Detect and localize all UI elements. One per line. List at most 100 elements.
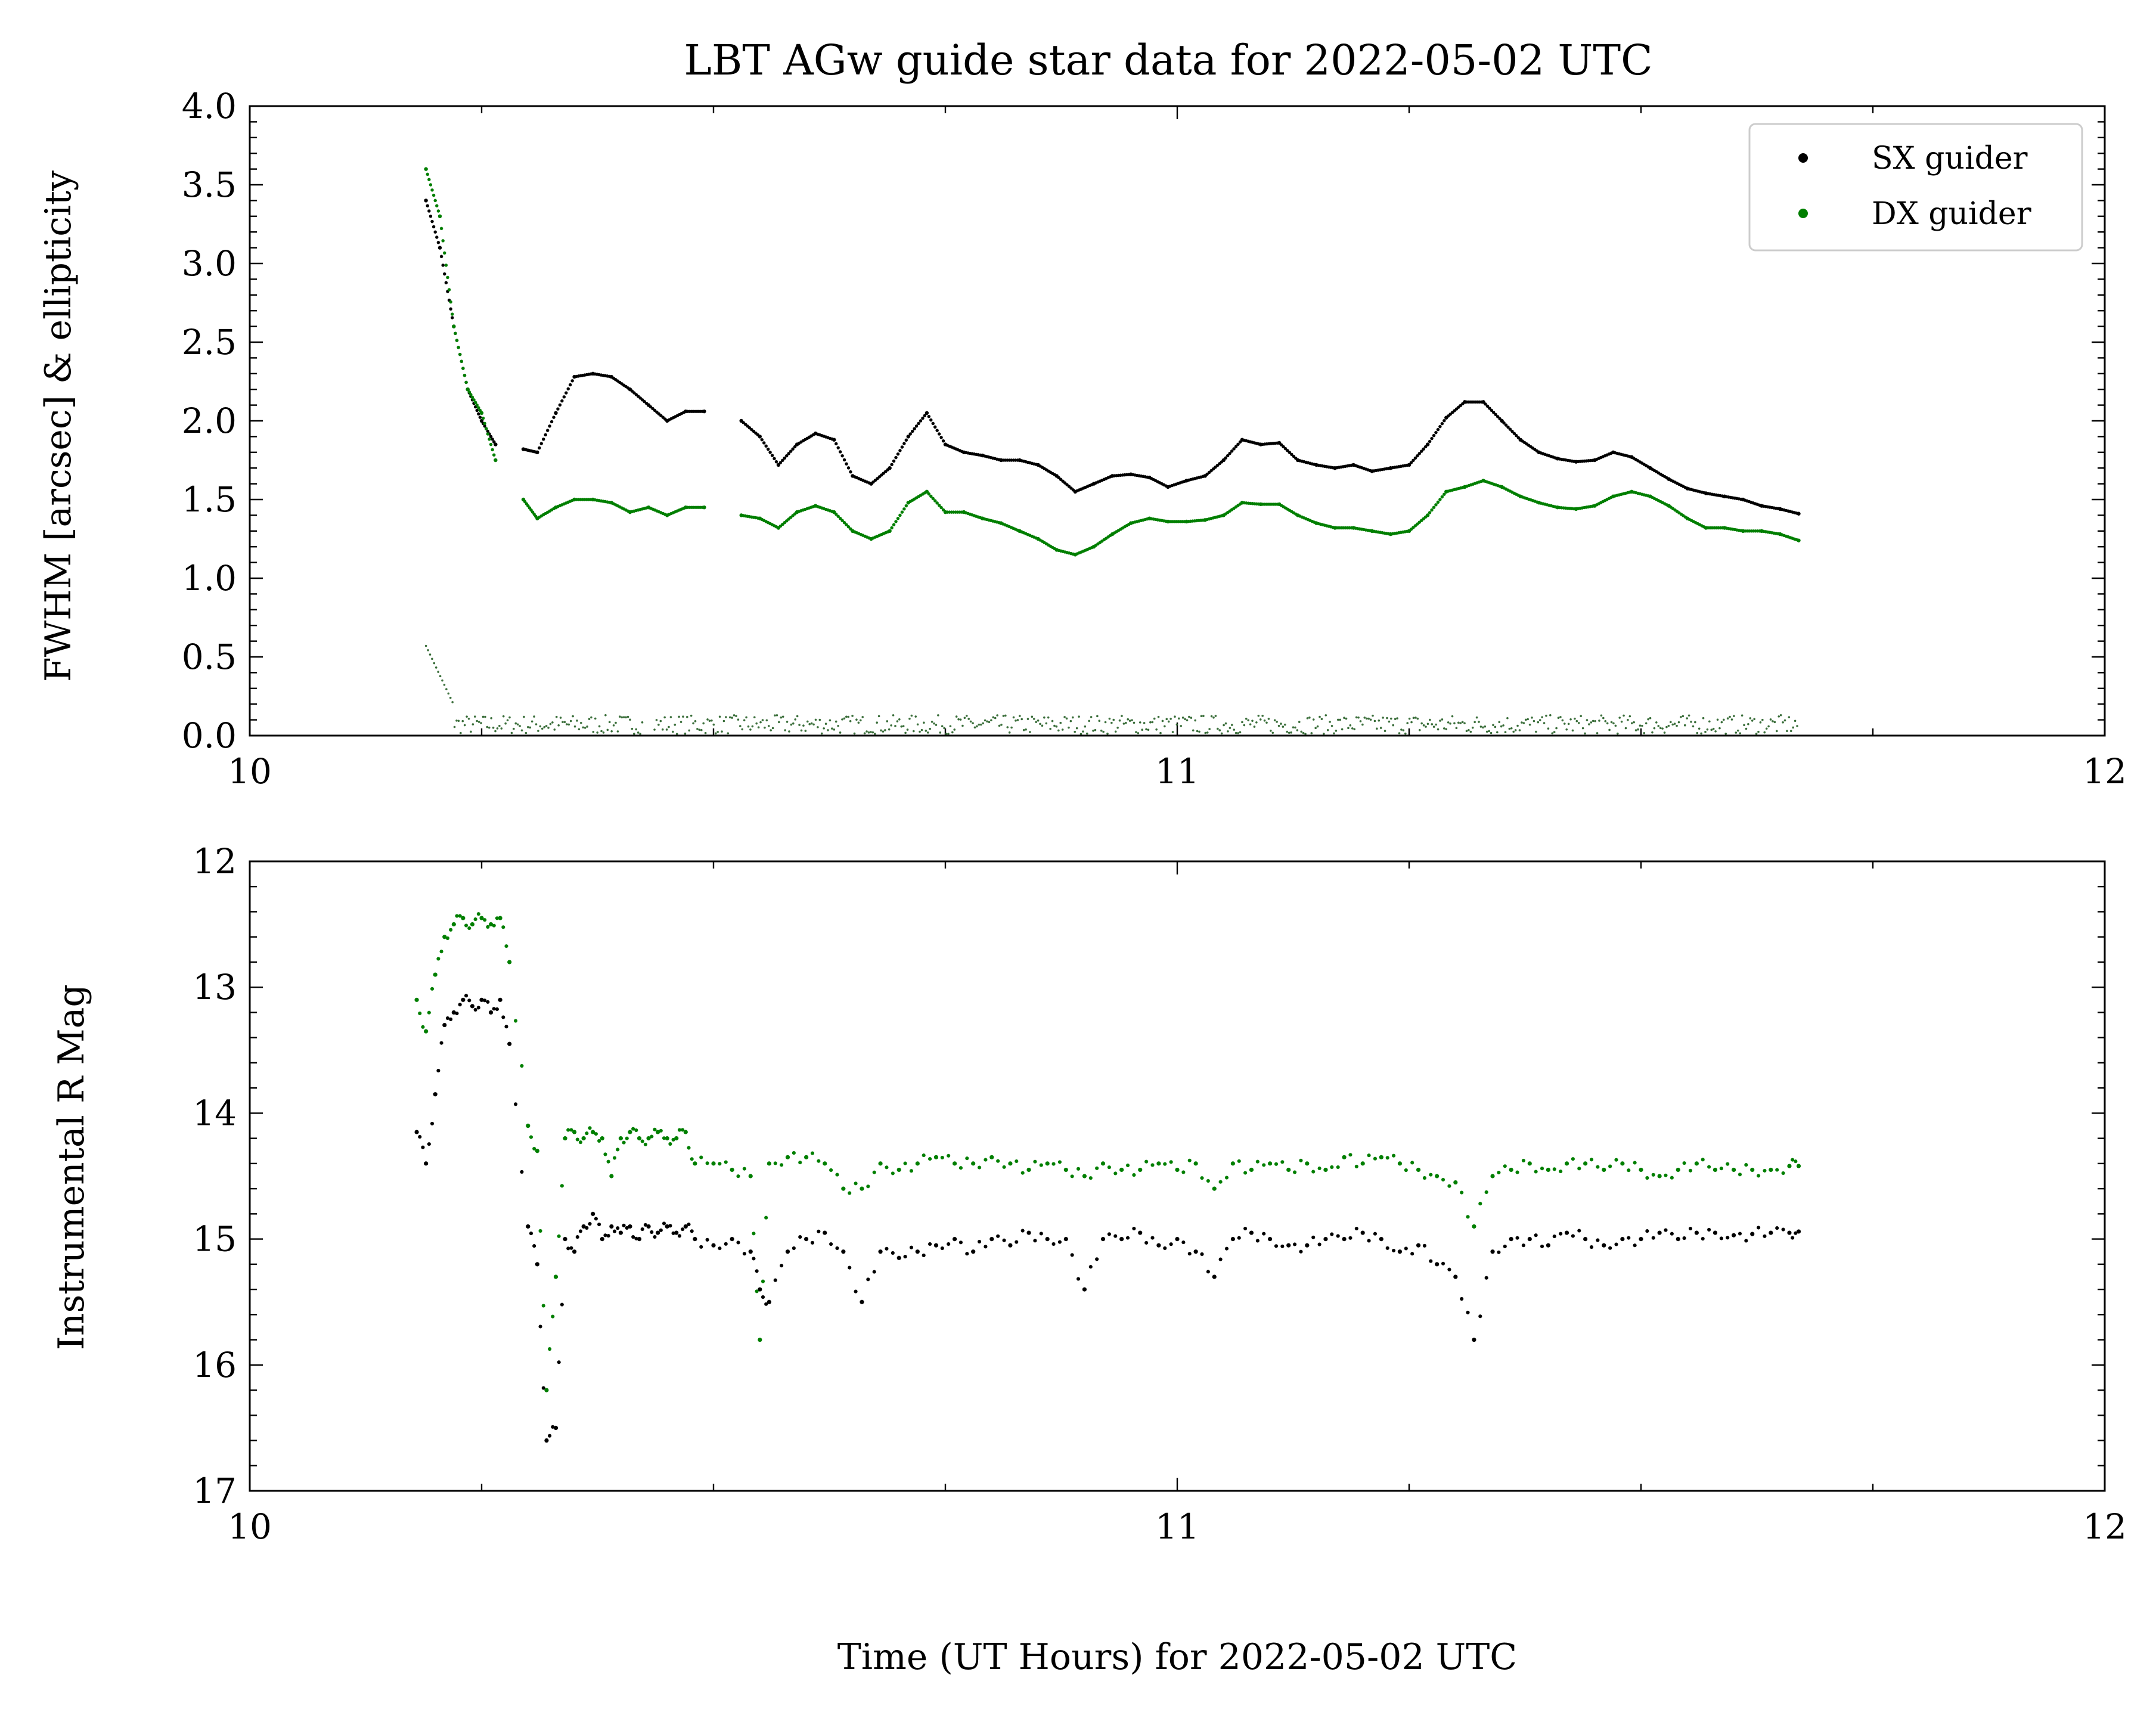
dx-point xyxy=(472,398,476,402)
sx-point xyxy=(1521,1243,1525,1248)
ellipticity-point xyxy=(1541,716,1543,718)
ellipticity-point xyxy=(1026,718,1029,720)
sx-point xyxy=(560,399,564,403)
ellipticity-point xyxy=(1263,719,1266,722)
ellipticity-point xyxy=(1651,731,1654,734)
sx-point xyxy=(541,1386,545,1390)
sx-point xyxy=(789,449,793,453)
ellipticity-point xyxy=(1075,727,1078,730)
ellipticity-point xyxy=(884,729,886,731)
sx-point xyxy=(1552,1235,1556,1239)
ellipticity-point xyxy=(1714,730,1717,733)
ellipticity-point xyxy=(1386,717,1388,719)
sx-point xyxy=(913,427,916,430)
ellipticity-point xyxy=(984,719,987,722)
ellipticity-point xyxy=(498,724,501,727)
ellipticity-point xyxy=(492,727,495,729)
dx-point xyxy=(455,339,459,342)
top-y-axis-title: FWHM [arcsec] & ellipticity xyxy=(38,170,79,682)
sx-point xyxy=(947,1242,951,1246)
dx-point xyxy=(1422,1176,1426,1180)
dx-point xyxy=(927,492,931,496)
dx-point xyxy=(436,957,440,961)
ellipticity-point xyxy=(1753,718,1755,721)
ellipticity-point xyxy=(786,721,789,723)
sx-point xyxy=(1288,451,1292,454)
ellipticity-point xyxy=(1538,719,1541,721)
ellipticity-point xyxy=(680,721,683,723)
ellipticity-point xyxy=(1267,718,1270,720)
ellipticity-point xyxy=(953,728,956,731)
ellipticity-point xyxy=(725,716,727,718)
ellipticity-point xyxy=(1696,731,1699,734)
sx-point xyxy=(773,1278,777,1282)
ellipticity-point xyxy=(1180,725,1183,727)
ellipticity-point xyxy=(770,729,772,731)
sx-point xyxy=(600,1237,604,1242)
sx-point xyxy=(1781,1227,1785,1232)
dx-point xyxy=(544,1388,549,1392)
dx-point xyxy=(452,324,456,328)
sx-point xyxy=(781,458,784,463)
sx-point xyxy=(1354,1226,1358,1231)
ellipticity-point xyxy=(484,715,486,718)
sx-point xyxy=(458,1003,462,1007)
sx-point xyxy=(551,1425,555,1429)
dx-point xyxy=(1193,1161,1198,1166)
ellipticity-point xyxy=(1124,721,1127,724)
ellipticity-point xyxy=(463,724,466,727)
dx-point xyxy=(1428,511,1432,514)
dx-point xyxy=(1460,1190,1464,1195)
ellipticity-point xyxy=(688,729,691,732)
dx-point xyxy=(1274,1162,1279,1166)
ellipticity-point xyxy=(567,723,570,726)
sx-point xyxy=(442,1022,447,1028)
ellipticity-point xyxy=(923,721,925,724)
dx-point xyxy=(1373,1156,1378,1161)
ellipticity-point xyxy=(1372,714,1374,717)
ellipticity-point xyxy=(1479,725,1482,728)
sx-point xyxy=(1026,1230,1031,1235)
sx-point xyxy=(1422,447,1425,451)
sx-point xyxy=(914,424,919,428)
sx-point xyxy=(548,1434,552,1438)
ellipticity-point xyxy=(1333,732,1335,735)
ellipticity-point xyxy=(1388,720,1391,723)
dx-point xyxy=(878,1161,883,1166)
dx-point xyxy=(424,1029,429,1034)
sx-point xyxy=(1620,1237,1625,1242)
sx-point xyxy=(1506,425,1510,429)
ellipticity-point xyxy=(1292,726,1295,728)
sx-point xyxy=(1292,454,1296,458)
ellipticity-point xyxy=(757,726,760,729)
dx-point xyxy=(1367,1153,1371,1158)
dx-point xyxy=(458,914,462,918)
ellipticity-point xyxy=(433,662,436,665)
sx-point xyxy=(939,436,943,439)
ellipticity-point xyxy=(1577,722,1580,724)
sx-point xyxy=(1417,452,1422,455)
sx-point xyxy=(1571,1234,1575,1238)
sx-point xyxy=(1268,1237,1273,1242)
ellipticity-point xyxy=(1218,729,1221,731)
sx-point xyxy=(495,1007,499,1012)
sx-point xyxy=(908,432,912,436)
sx-point xyxy=(842,458,846,462)
sx-point xyxy=(702,409,706,414)
ellipticity-point xyxy=(972,722,974,725)
ellipticity-point xyxy=(882,730,885,733)
ellipticity-point xyxy=(541,727,544,730)
ellipticity-point xyxy=(1280,722,1282,725)
ellipticity-point xyxy=(1451,715,1454,718)
ellipticity-point xyxy=(831,727,833,730)
ellipticity-point xyxy=(1353,728,1355,731)
sx-point xyxy=(426,204,429,207)
ellipticity-point xyxy=(596,731,598,734)
ellipticity-point xyxy=(1022,729,1025,731)
ellipticity-point xyxy=(978,723,981,726)
sx-point xyxy=(1432,433,1436,438)
ellipticity-point xyxy=(692,722,694,725)
ellipticity-point xyxy=(547,727,550,729)
dx-point xyxy=(1676,1167,1680,1173)
ellipticity-point xyxy=(1312,718,1315,721)
